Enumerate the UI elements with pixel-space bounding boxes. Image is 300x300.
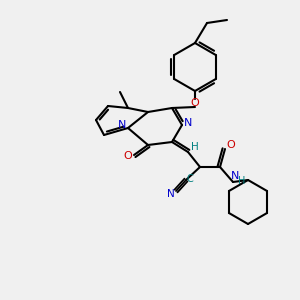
Text: C: C [187,174,194,184]
Text: N: N [118,120,126,130]
Text: H: H [238,176,246,186]
Text: H: H [191,142,199,152]
Text: N: N [231,171,239,181]
Text: O: O [226,140,236,150]
Text: O: O [124,151,132,161]
Text: O: O [190,98,200,108]
Text: N: N [184,118,192,128]
Text: N: N [167,189,175,199]
